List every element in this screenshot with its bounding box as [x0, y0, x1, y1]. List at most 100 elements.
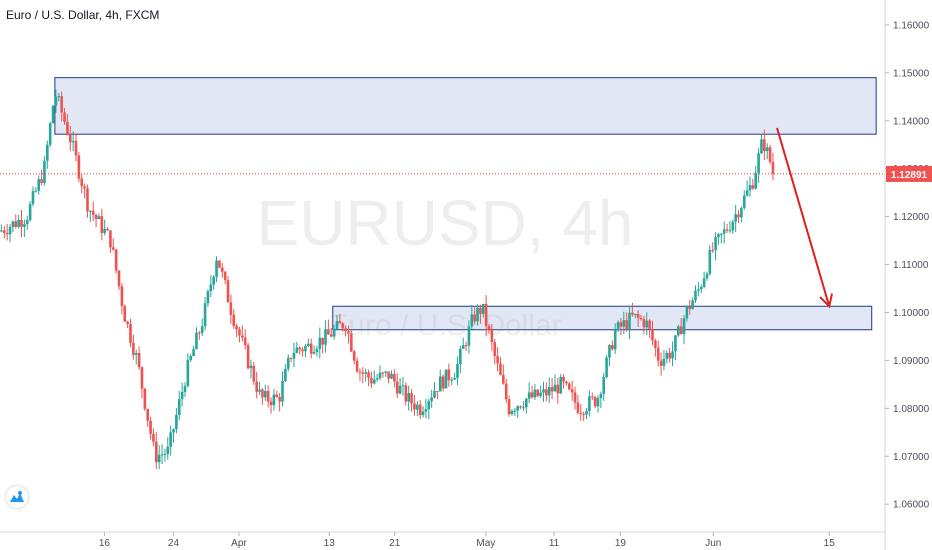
candle: [473, 307, 476, 325]
price-zone-2[interactable]: [332, 305, 873, 331]
candle: [585, 407, 588, 420]
candle-body: [504, 383, 508, 400]
candle: [387, 371, 390, 384]
candle-body: [711, 249, 715, 251]
candle: [740, 206, 743, 223]
candle: [275, 390, 279, 398]
candle-body: [232, 314, 236, 327]
candle-body: [34, 190, 38, 192]
candle: [0, 224, 3, 233]
candle-body: [272, 394, 276, 406]
candle-body: [430, 397, 433, 402]
candle-body: [433, 390, 436, 398]
candle: [608, 344, 611, 367]
candle: [109, 230, 112, 253]
candle-body: [249, 365, 253, 369]
candle-body: [599, 393, 603, 399]
candle-body: [189, 355, 193, 361]
candle-body: [152, 433, 155, 442]
candle: [682, 315, 686, 345]
candle: [261, 388, 264, 405]
candle: [395, 373, 399, 399]
candle-body: [479, 307, 482, 314]
candle-body: [413, 403, 416, 410]
price-zone-1[interactable]: [54, 77, 877, 135]
candle-body: [14, 221, 18, 227]
candle: [126, 320, 129, 329]
tradingview-logo-icon[interactable]: [6, 486, 28, 508]
candle-body: [157, 454, 161, 463]
candle-body: [43, 160, 46, 183]
candle-body: [149, 420, 152, 434]
candle-body: [252, 365, 256, 382]
x-tick-label: 15: [824, 538, 836, 549]
candle: [605, 355, 608, 379]
candle: [714, 232, 717, 261]
candle-body: [347, 331, 350, 334]
candle: [86, 184, 89, 218]
candle: [533, 384, 537, 400]
candle: [284, 364, 287, 382]
chart-title: Euro / U.S. Dollar, 4h, FXCM: [6, 8, 160, 22]
candle-body: [258, 389, 261, 392]
candle-body: [401, 385, 405, 387]
candle: [143, 388, 147, 411]
candle-body: [229, 302, 233, 315]
last-price-value: 1.12891: [891, 170, 928, 181]
candle-body: [246, 345, 250, 369]
candle-body: [662, 358, 666, 366]
candle: [662, 350, 666, 371]
candle: [327, 319, 330, 335]
candle-body: [748, 185, 752, 191]
candle: [152, 428, 155, 447]
candle: [347, 325, 350, 344]
candle-body: [668, 352, 671, 359]
x-tick-label: May: [476, 538, 495, 549]
projection-arrow[interactable]: [776, 127, 833, 309]
candle-body: [424, 409, 428, 412]
candle-body: [223, 271, 227, 281]
candle-body: [763, 139, 766, 151]
candle-body: [146, 408, 150, 421]
candle: [613, 323, 617, 354]
candle: [292, 342, 296, 368]
candle: [200, 318, 204, 337]
candle: [269, 397, 273, 414]
candle: [232, 309, 236, 329]
candle-body: [335, 321, 339, 329]
candle-body: [579, 412, 583, 414]
candle-body: [292, 352, 296, 359]
candle: [524, 397, 528, 414]
candle-body: [175, 414, 178, 430]
candle: [550, 377, 554, 400]
candle-body: [86, 188, 89, 212]
candle-body: [556, 384, 560, 394]
candle-body: [502, 374, 505, 384]
candle-body: [499, 363, 502, 375]
candle: [438, 369, 442, 392]
candle: [622, 311, 626, 335]
y-tick-label: 1.14000: [893, 116, 930, 127]
candle-body: [367, 372, 370, 378]
candle-body: [89, 210, 92, 212]
candle: [189, 354, 193, 363]
candle: [599, 391, 603, 409]
candle: [507, 395, 511, 417]
candle-body: [352, 351, 356, 361]
candle: [203, 297, 207, 331]
candle-body: [327, 329, 330, 335]
candle: [298, 345, 302, 355]
candle-body: [745, 190, 749, 196]
candle: [378, 365, 382, 381]
candle-body: [768, 147, 772, 162]
candle: [63, 107, 66, 125]
candle-body: [671, 351, 674, 359]
candle-body: [100, 216, 104, 234]
candle: [28, 201, 32, 222]
candle-body: [183, 386, 187, 392]
candle: [384, 370, 388, 377]
candle: [120, 283, 124, 315]
candle-body: [238, 329, 241, 336]
candle-body: [358, 371, 362, 373]
